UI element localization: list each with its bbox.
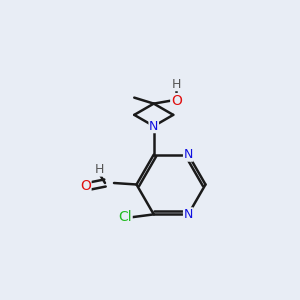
Text: N: N — [149, 120, 158, 133]
Text: H: H — [172, 78, 181, 91]
Text: N: N — [184, 208, 193, 221]
Text: O: O — [171, 94, 182, 108]
Text: O: O — [80, 179, 91, 193]
Text: H: H — [94, 163, 104, 176]
Text: Cl: Cl — [118, 210, 132, 224]
Text: N: N — [184, 148, 193, 161]
